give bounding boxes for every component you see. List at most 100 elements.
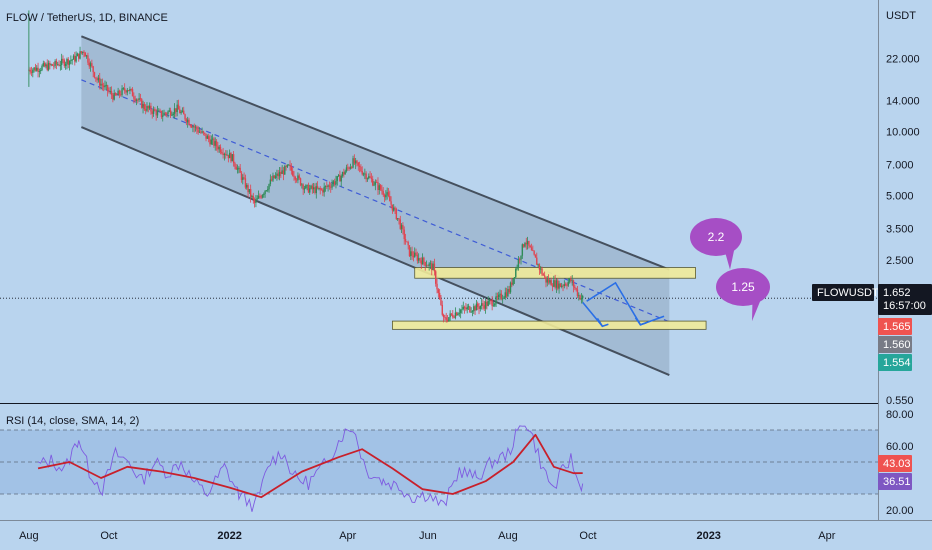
candle-body bbox=[478, 306, 480, 309]
channel-upper-line[interactable] bbox=[81, 35, 670, 271]
candle-body bbox=[148, 105, 151, 109]
candle-body bbox=[276, 173, 278, 176]
candle-body bbox=[270, 179, 273, 181]
candle-body bbox=[127, 90, 130, 91]
channel-midline[interactable] bbox=[81, 79, 670, 323]
candle-body bbox=[473, 306, 475, 312]
candle-body bbox=[50, 64, 52, 66]
candle-body bbox=[396, 218, 399, 220]
price-axis[interactable]: 22.000 14.000 10.000 7.000 5.000 3.500 2.500 0.… bbox=[886, 54, 920, 407]
candle-body bbox=[43, 63, 46, 67]
candle-body bbox=[209, 139, 211, 145]
candle-body bbox=[138, 98, 140, 100]
rsi-tick-label: 60.00 bbox=[886, 441, 914, 453]
candle-body bbox=[542, 274, 545, 276]
price-tick-label: 5.000 bbox=[886, 191, 914, 203]
candle-body bbox=[400, 225, 403, 229]
rsi-indicator-label[interactable]: RSI (14, close, SMA, 14, 2) bbox=[6, 415, 139, 427]
rsi-axis[interactable]: 80.00 60.00 20.00 bbox=[886, 409, 914, 517]
candle-body bbox=[85, 55, 88, 57]
candle-body bbox=[215, 141, 218, 147]
candle-body bbox=[441, 304, 443, 315]
candle-body bbox=[383, 194, 386, 198]
candle-body bbox=[130, 89, 132, 90]
candle-body bbox=[97, 77, 100, 81]
candle-body bbox=[228, 153, 231, 159]
candle-body bbox=[186, 119, 189, 123]
candle-body bbox=[253, 199, 256, 203]
candle-body bbox=[267, 189, 269, 191]
annotation-bubble[interactable] bbox=[716, 268, 770, 306]
channel-fill[interactable] bbox=[81, 36, 670, 376]
candle-body bbox=[402, 225, 404, 230]
candle-body bbox=[246, 185, 248, 188]
time-axis[interactable]: Aug Oct 2022 Apr Jun Aug Oct 2023 Apr bbox=[19, 530, 836, 542]
support-zone[interactable] bbox=[392, 320, 707, 330]
candle-body bbox=[576, 289, 579, 296]
candle-body bbox=[379, 185, 382, 190]
candle-body bbox=[517, 259, 520, 267]
candle-body bbox=[193, 126, 195, 128]
candle-body bbox=[482, 303, 484, 306]
candle-body bbox=[298, 175, 300, 179]
candle-body bbox=[361, 171, 363, 175]
candle-body bbox=[471, 311, 474, 312]
candle-body bbox=[239, 167, 241, 173]
candle-body bbox=[362, 173, 365, 175]
candle-body bbox=[205, 133, 207, 139]
candle-body bbox=[311, 185, 314, 190]
candle-body bbox=[37, 67, 39, 72]
candle-body bbox=[465, 308, 467, 310]
candle-body bbox=[110, 91, 113, 95]
candle-body bbox=[288, 164, 290, 166]
candle-body bbox=[129, 89, 131, 91]
projection-arrowhead bbox=[634, 317, 647, 326]
candle-body bbox=[218, 146, 220, 150]
candle-body bbox=[343, 172, 345, 175]
candle-body bbox=[88, 62, 90, 67]
candle-body bbox=[545, 276, 547, 283]
candle-body bbox=[442, 314, 445, 318]
candle-body bbox=[398, 218, 400, 220]
candle-body bbox=[374, 182, 377, 185]
price-tick-label: 14.000 bbox=[886, 95, 920, 107]
candle-body bbox=[372, 179, 374, 186]
candle-body bbox=[525, 242, 527, 245]
candle-body bbox=[274, 175, 277, 179]
candle-body bbox=[235, 166, 237, 170]
time-tick-label: 2023 bbox=[696, 530, 720, 542]
annotation-bubble[interactable] bbox=[690, 218, 742, 256]
candle-body bbox=[135, 99, 138, 101]
candle-body bbox=[366, 178, 369, 180]
candle-body bbox=[133, 96, 135, 99]
time-tick-label: Aug bbox=[19, 530, 39, 542]
candle-body bbox=[291, 170, 294, 176]
candle-body bbox=[100, 83, 102, 86]
candle-body bbox=[461, 309, 463, 310]
candle-body bbox=[108, 90, 110, 92]
candle-body bbox=[83, 51, 85, 53]
candle-body bbox=[190, 125, 193, 128]
candle-body bbox=[435, 271, 437, 284]
candle-body bbox=[117, 90, 119, 96]
candle-body bbox=[54, 60, 56, 66]
ticker-badge bbox=[812, 284, 874, 301]
candle-body bbox=[80, 51, 83, 53]
candle-body bbox=[496, 296, 499, 298]
candle-body bbox=[515, 268, 517, 278]
price-tick-label: 22.000 bbox=[886, 54, 920, 66]
candle-body bbox=[284, 166, 286, 175]
candle-body bbox=[255, 199, 257, 203]
candle-body bbox=[408, 245, 411, 257]
candle-body bbox=[495, 296, 497, 304]
candle-body bbox=[323, 186, 325, 193]
candle-body bbox=[301, 184, 303, 186]
candle-body bbox=[260, 196, 262, 198]
candle-body bbox=[391, 204, 394, 211]
candle-body bbox=[281, 170, 283, 174]
candle-body bbox=[507, 289, 509, 297]
channel-lower-line[interactable] bbox=[80, 126, 670, 376]
candle-body bbox=[570, 278, 572, 282]
candle-body bbox=[198, 131, 201, 133]
candle-body bbox=[171, 114, 173, 116]
